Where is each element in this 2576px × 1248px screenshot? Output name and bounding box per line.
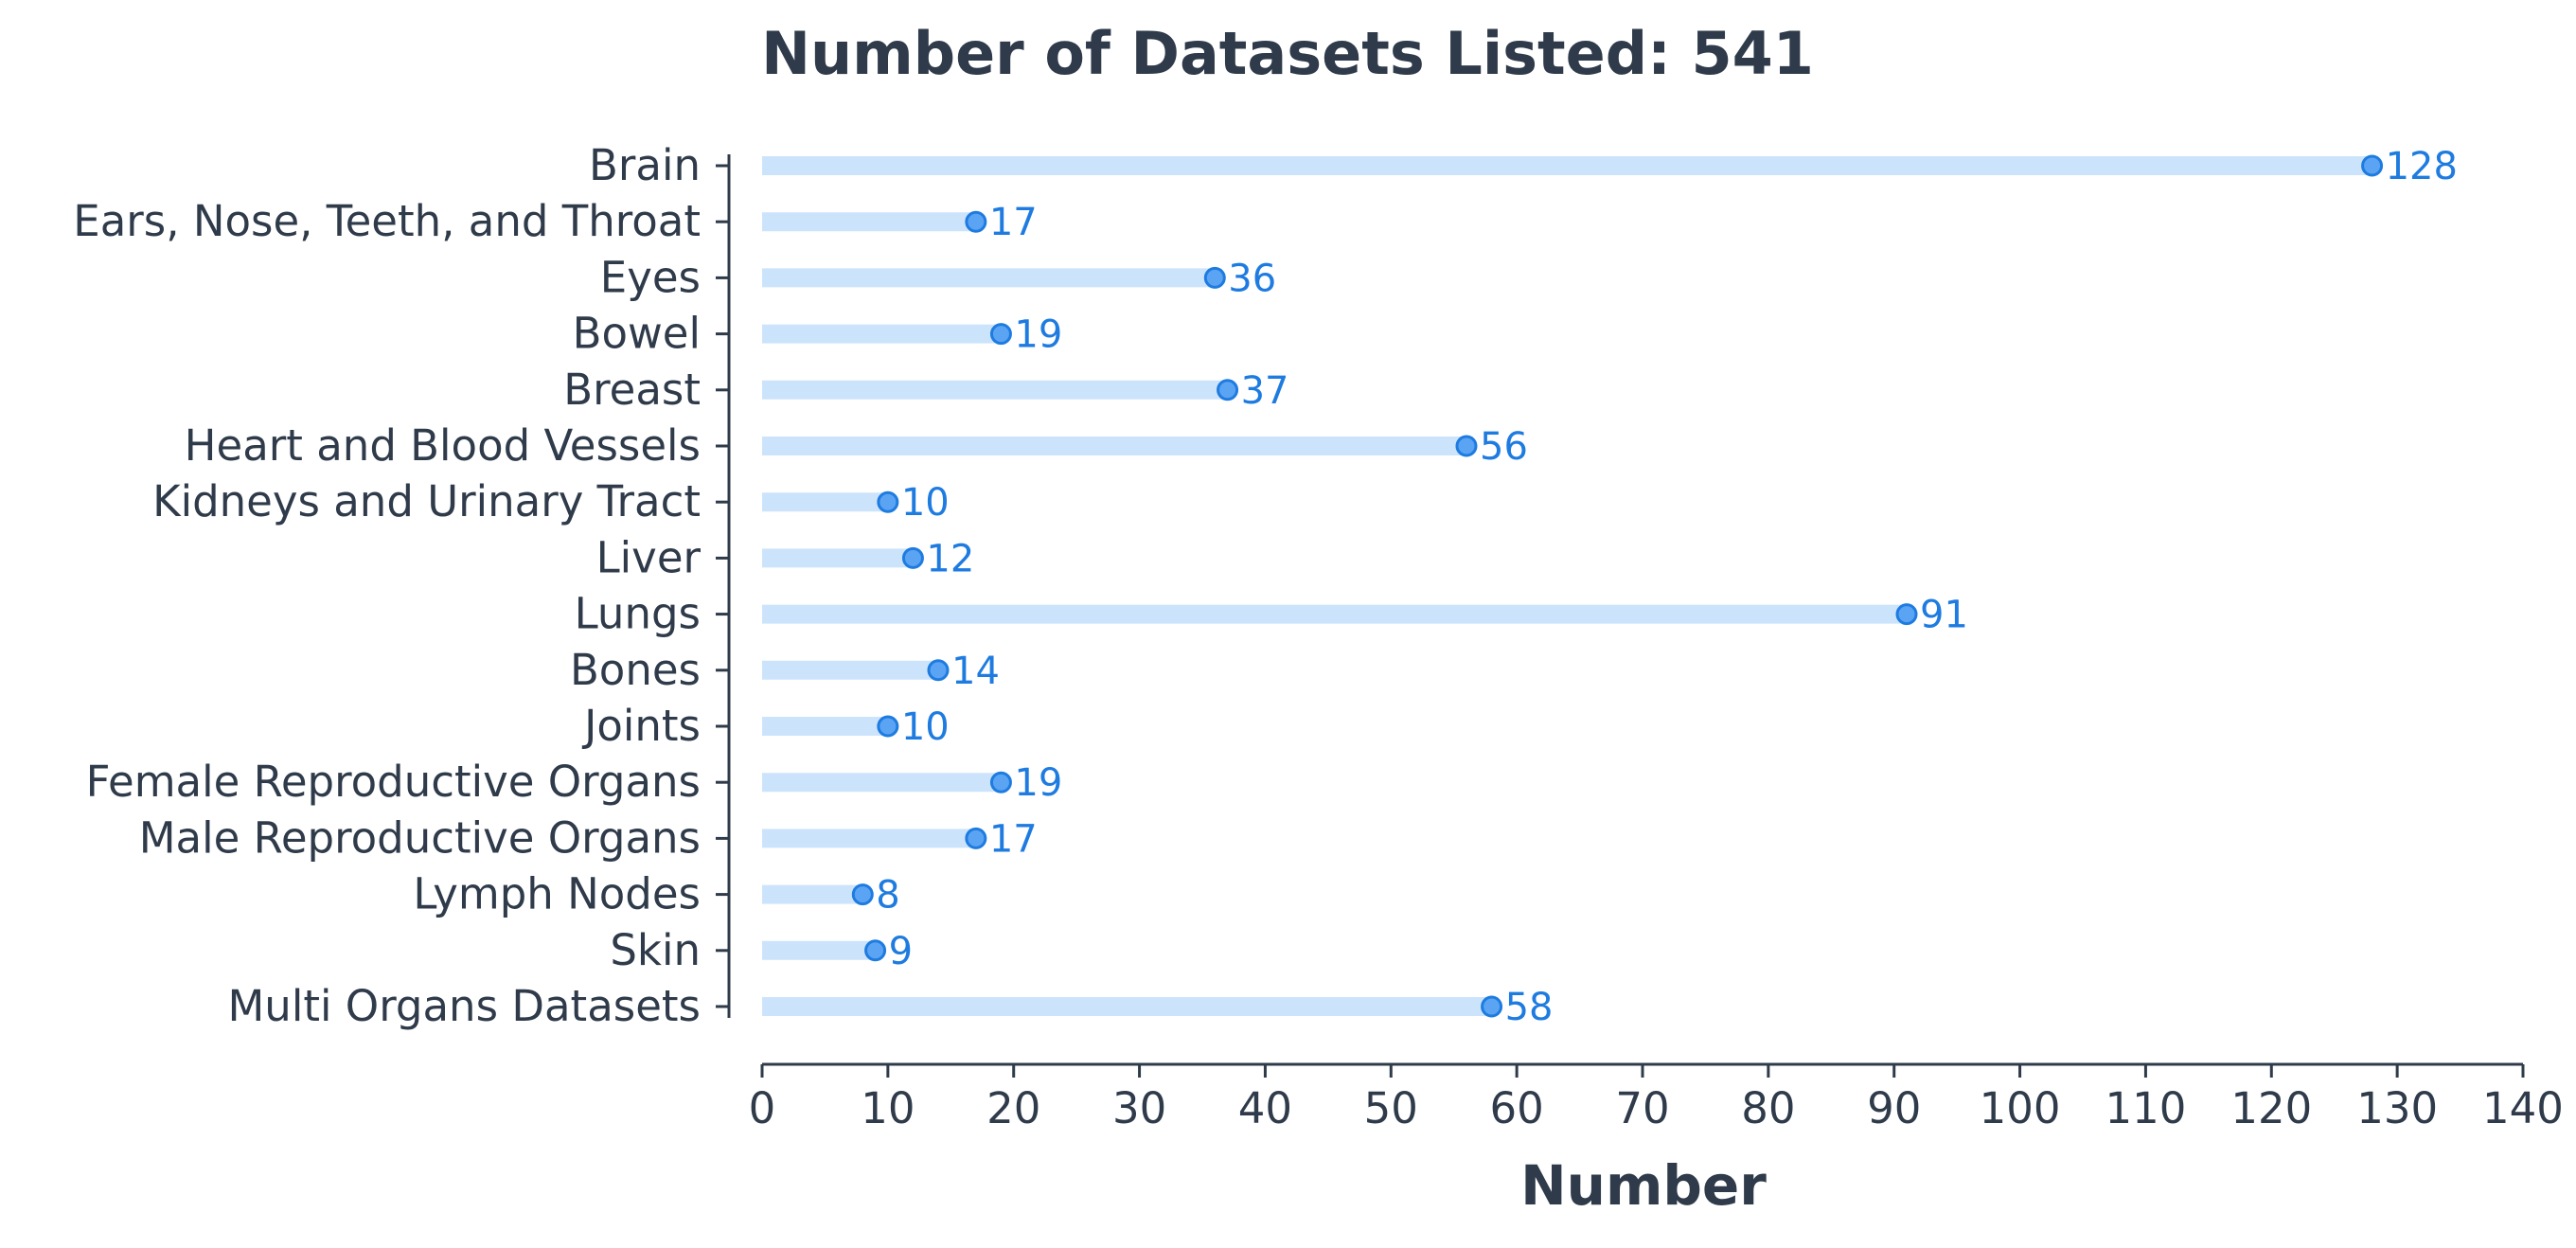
category-label: Bowel (573, 309, 701, 359)
value-label: 37 (1241, 369, 1289, 413)
lollipop-marker (851, 883, 874, 906)
lollipop-marker (877, 490, 899, 513)
lollipop-marker (2361, 154, 2384, 177)
value-label: 128 (2386, 145, 2458, 188)
x-tick-label: 110 (2105, 1083, 2186, 1133)
chart-title: Number of Datasets Listed: 541 (761, 19, 1814, 88)
value-label: 14 (951, 650, 1000, 693)
lollipop-marker (1217, 379, 1239, 401)
lollipop-marker (1481, 995, 1503, 1018)
lollipop-marker (989, 771, 1012, 793)
x-axis-title: Number (1520, 1153, 1767, 1218)
category-label: Liver (596, 532, 702, 582)
x-tick-label: 30 (1112, 1083, 1166, 1133)
category-label: Eyes (600, 252, 701, 302)
x-tick-label: 100 (1980, 1083, 2061, 1133)
value-label: 10 (901, 705, 950, 749)
x-tick-label: 10 (861, 1083, 915, 1133)
category-label: Bones (570, 645, 701, 695)
x-tick-label: 20 (986, 1083, 1040, 1133)
plot-area: 0 10 20 30 40 50 60 70 80 90 100 110 120 130 140 Brain 1… (73, 140, 2564, 1133)
category-label: Kidneys and Urinary Tract (152, 476, 701, 526)
value-label: 10 (901, 481, 950, 525)
value-label: 17 (989, 201, 1038, 244)
category-label: Breast (563, 365, 701, 415)
value-label: 36 (1228, 257, 1276, 300)
x-tick-label: 140 (2482, 1083, 2564, 1133)
lollipop-marker (965, 827, 987, 849)
category-label: Ears, Nose, Teeth, and Throat (73, 196, 701, 246)
category-label: Multi Organs Datasets (227, 981, 701, 1031)
value-label: 56 (1480, 425, 1528, 469)
lollipop-marker (1203, 266, 1226, 289)
category-label: Heart and Blood Vessels (185, 420, 701, 471)
value-label: 8 (876, 874, 899, 918)
x-tick-label: 70 (1615, 1083, 1669, 1133)
value-label: 19 (1014, 761, 1062, 805)
lollipop-marker (965, 210, 987, 233)
lollipop-marker (927, 659, 950, 682)
lollipop-marker (989, 323, 1012, 346)
category-label: Lymph Nodes (413, 869, 701, 919)
x-tick-label: 80 (1741, 1083, 1795, 1133)
x-tick-label: 0 (749, 1083, 776, 1133)
x-tick-label: 60 (1490, 1083, 1544, 1133)
value-label: 17 (989, 817, 1038, 861)
lollipop-marker (864, 939, 887, 962)
value-label: 19 (1014, 313, 1062, 357)
value-label: 58 (1505, 986, 1554, 1029)
lollipop-marker (1455, 435, 1478, 457)
lollipop-marker (901, 546, 924, 569)
x-tick-label: 40 (1238, 1083, 1292, 1133)
x-tick-label: 130 (2356, 1083, 2438, 1133)
category-label: Skin (610, 925, 701, 975)
category-label: Joints (581, 701, 701, 751)
category-label: Female Reproductive Organs (86, 757, 701, 807)
lollipop-marker (1895, 603, 1918, 626)
category-label: Brain (589, 140, 701, 190)
x-tick-label: 50 (1364, 1083, 1418, 1133)
x-tick-label: 90 (1867, 1083, 1921, 1133)
value-label: 9 (889, 930, 913, 973)
value-label: 91 (1920, 594, 1968, 637)
category-label: Lungs (575, 589, 701, 639)
value-label: 12 (926, 537, 974, 580)
x-tick-label: 120 (2230, 1083, 2312, 1133)
lollipop-marker (877, 715, 899, 738)
category-label: Male Reproductive Organs (139, 812, 701, 863)
